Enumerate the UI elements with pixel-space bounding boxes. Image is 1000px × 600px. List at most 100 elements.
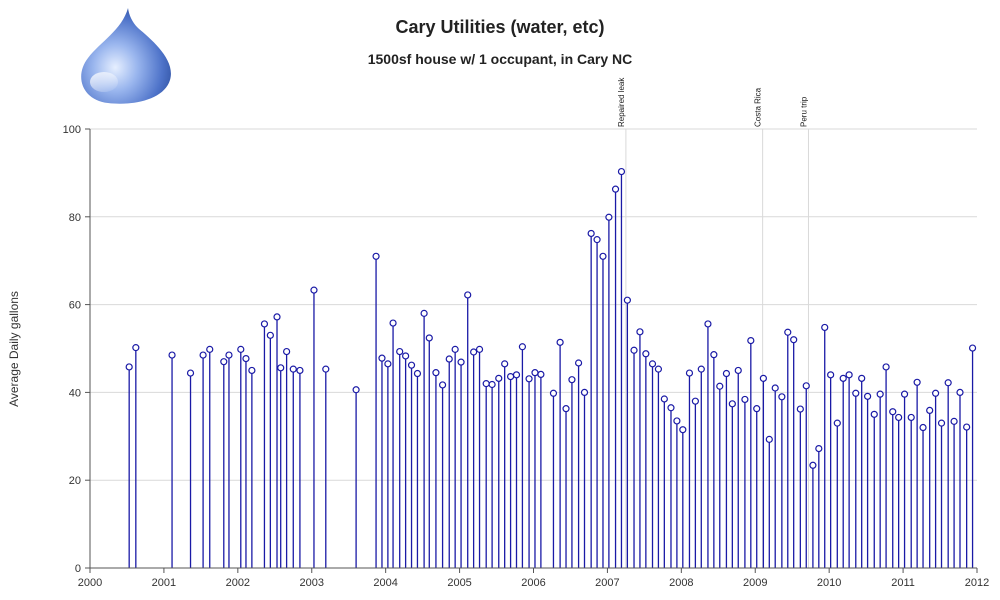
data-point — [580, 388, 589, 396]
data-point — [870, 410, 878, 418]
y-tick-label: 60 — [69, 300, 81, 312]
data-point — [956, 388, 964, 396]
data-point — [266, 331, 274, 339]
data-point — [451, 345, 459, 353]
data-point — [636, 328, 644, 336]
data-point — [445, 355, 453, 363]
data-point — [556, 338, 564, 346]
data-point — [593, 236, 601, 244]
data-point — [895, 413, 903, 422]
data-point — [704, 320, 712, 328]
y-tick-label: 0 — [75, 563, 81, 575]
data-point — [845, 371, 853, 379]
data-point — [495, 374, 503, 382]
data-point — [802, 382, 810, 390]
data-point — [926, 406, 934, 414]
x-tick-label: 2000 — [78, 577, 102, 589]
data-point — [470, 348, 478, 356]
data-point — [642, 350, 650, 358]
data-point — [673, 417, 681, 425]
data-point — [685, 369, 694, 377]
data-point — [679, 426, 687, 434]
data-point — [168, 351, 176, 359]
data-point — [648, 360, 657, 368]
data-point — [623, 296, 631, 304]
data-point — [420, 309, 428, 317]
data-point — [206, 345, 214, 353]
data-point — [667, 404, 675, 412]
data-point — [296, 366, 304, 375]
data-point — [919, 423, 927, 432]
y-tick-label: 40 — [69, 387, 81, 399]
data-point — [372, 252, 380, 260]
annotation-label: Repaired leak — [617, 77, 626, 127]
data-point — [283, 347, 291, 356]
data-point — [525, 375, 533, 383]
data-point — [654, 365, 663, 373]
data-point — [587, 229, 595, 238]
data-point — [186, 369, 195, 377]
data-point — [396, 347, 404, 356]
data-point — [809, 461, 817, 469]
data-point — [273, 313, 281, 321]
x-tick-label: 2009 — [743, 577, 767, 589]
data-point — [488, 380, 496, 389]
data-point — [937, 419, 946, 427]
data-point — [833, 419, 841, 427]
x-tick-label: 2001 — [152, 577, 176, 589]
data-point — [852, 389, 860, 397]
data-point — [716, 382, 724, 390]
annotations: Repaired leak Costa Rica Peru trip — [617, 77, 809, 568]
data-point — [432, 369, 440, 377]
annotation-label: Peru trip — [799, 96, 808, 127]
data-point — [617, 167, 626, 176]
data-point — [771, 384, 779, 392]
x-tick-label: 2012 — [965, 577, 989, 589]
data-point — [506, 372, 515, 381]
data-point — [549, 389, 558, 397]
data-point — [907, 413, 915, 422]
data-point — [225, 351, 233, 359]
data-point — [815, 444, 823, 453]
data-point — [438, 381, 447, 389]
data-point — [968, 344, 977, 352]
data-point — [882, 363, 890, 371]
data-point — [790, 336, 798, 344]
data-point — [475, 345, 484, 353]
data-point — [248, 366, 256, 375]
x-tick-label: 2007 — [595, 577, 619, 589]
data-point — [501, 360, 509, 368]
data-point — [728, 400, 736, 408]
x-tick-label: 2003 — [300, 577, 324, 589]
x-tick-label: 2010 — [817, 577, 841, 589]
data-point — [464, 291, 472, 299]
data-point — [425, 334, 433, 342]
x-tick-label: 2006 — [521, 577, 545, 589]
data-point — [605, 213, 613, 221]
data-point — [132, 344, 140, 352]
data-point — [759, 374, 767, 382]
x-tick-label: 2002 — [226, 577, 250, 589]
data-point — [562, 405, 570, 413]
data-point — [722, 369, 731, 378]
chart-title: Cary Utilities (water, etc) — [395, 17, 604, 37]
data-point — [322, 365, 330, 373]
annotation-label: Costa Rica — [754, 87, 763, 127]
data-point — [765, 435, 773, 443]
data-point — [407, 361, 416, 369]
data-point — [944, 379, 952, 387]
data-point — [741, 395, 749, 404]
data-point — [932, 389, 940, 397]
y-tick-label: 20 — [69, 475, 81, 487]
data-point — [125, 363, 133, 371]
data-point — [512, 371, 521, 379]
x-tick-label: 2008 — [669, 577, 693, 589]
axes — [89, 129, 977, 569]
data-point — [710, 351, 718, 359]
data-point — [691, 397, 699, 405]
data-point — [876, 390, 884, 398]
data-point — [518, 343, 527, 351]
y-axis: 0 20 40 60 80 100 — [63, 124, 90, 575]
grid-lines — [90, 128, 977, 569]
